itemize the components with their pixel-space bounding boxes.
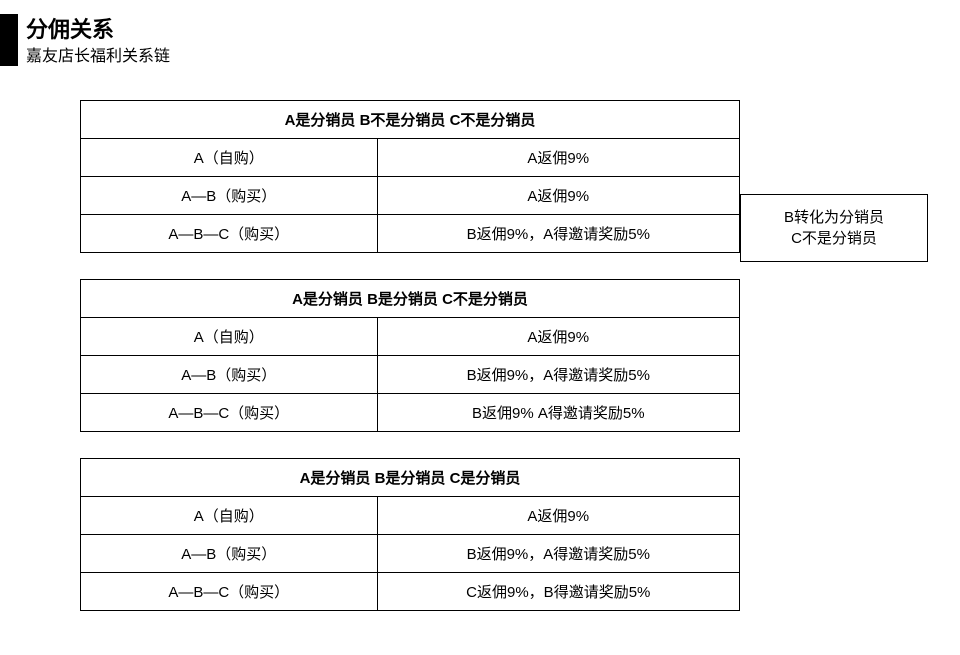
scenario-cell: A—B—C（购买）: [81, 573, 378, 611]
scenario-cell: A（自购）: [81, 497, 378, 535]
scenario-cell: A—B（购买）: [81, 177, 378, 215]
result-cell: A返佣9%: [377, 318, 739, 356]
table-header-row: A是分销员 B是分销员 C是分销员: [81, 459, 740, 497]
scenario-cell: A（自购）: [81, 318, 378, 356]
table-header-cell: A是分销员 B不是分销员 C不是分销员: [81, 101, 740, 139]
table-row: A—B（购买） B返佣9%，A得邀请奖励5%: [81, 535, 740, 573]
table-row: A—B—C（购买） C返佣9%，B得邀请奖励5%: [81, 573, 740, 611]
tables-container: A是分销员 B不是分销员 C不是分销员 A（自购） A返佣9% A—B（购买） …: [80, 100, 740, 637]
commission-table-1: A是分销员 B不是分销员 C不是分销员 A（自购） A返佣9% A—B（购买） …: [80, 100, 740, 253]
table-row: A—B（购买） B返佣9%，A得邀请奖励5%: [81, 356, 740, 394]
commission-table-3: A是分销员 B是分销员 C是分销员 A（自购） A返佣9% A—B（购买） B返…: [80, 458, 740, 611]
table-header-cell: A是分销员 B是分销员 C不是分销员: [81, 280, 740, 318]
result-cell: A返佣9%: [377, 497, 739, 535]
commission-table-2: A是分销员 B是分销员 C不是分销员 A（自购） A返佣9% A—B（购买） B…: [80, 279, 740, 432]
side-note-box: B转化为分销员 C不是分销员: [740, 194, 928, 262]
result-cell: B返佣9%，A得邀请奖励5%: [377, 535, 739, 573]
result-cell: B返佣9% A得邀请奖励5%: [377, 394, 739, 432]
table-row: A—B（购买） A返佣9%: [81, 177, 740, 215]
scenario-cell: A—B（购买）: [81, 356, 378, 394]
page-subtitle: 嘉友店长福利关系链: [26, 42, 170, 66]
side-note-line: C不是分销员: [745, 228, 923, 249]
scenario-cell: A（自购）: [81, 139, 378, 177]
result-cell: A返佣9%: [377, 139, 739, 177]
scenario-cell: A—B（购买）: [81, 535, 378, 573]
scenario-cell: A—B—C（购买）: [81, 215, 378, 253]
table-row: A（自购） A返佣9%: [81, 497, 740, 535]
side-note-line: B转化为分销员: [745, 207, 923, 228]
table-row: A（自购） A返佣9%: [81, 139, 740, 177]
result-cell: C返佣9%，B得邀请奖励5%: [377, 573, 739, 611]
table-row: A—B—C（购买） B返佣9%，A得邀请奖励5%: [81, 215, 740, 253]
table-row: A—B—C（购买） B返佣9% A得邀请奖励5%: [81, 394, 740, 432]
table-row: A（自购） A返佣9%: [81, 318, 740, 356]
table-header-row: A是分销员 B是分销员 C不是分销员: [81, 280, 740, 318]
scenario-cell: A—B—C（购买）: [81, 394, 378, 432]
result-cell: B返佣9%，A得邀请奖励5%: [377, 215, 739, 253]
table-header-row: A是分销员 B不是分销员 C不是分销员: [81, 101, 740, 139]
header-accent-block: [0, 14, 18, 66]
table-header-cell: A是分销员 B是分销员 C是分销员: [81, 459, 740, 497]
result-cell: A返佣9%: [377, 177, 739, 215]
page-title: 分佣关系: [26, 12, 114, 44]
result-cell: B返佣9%，A得邀请奖励5%: [377, 356, 739, 394]
